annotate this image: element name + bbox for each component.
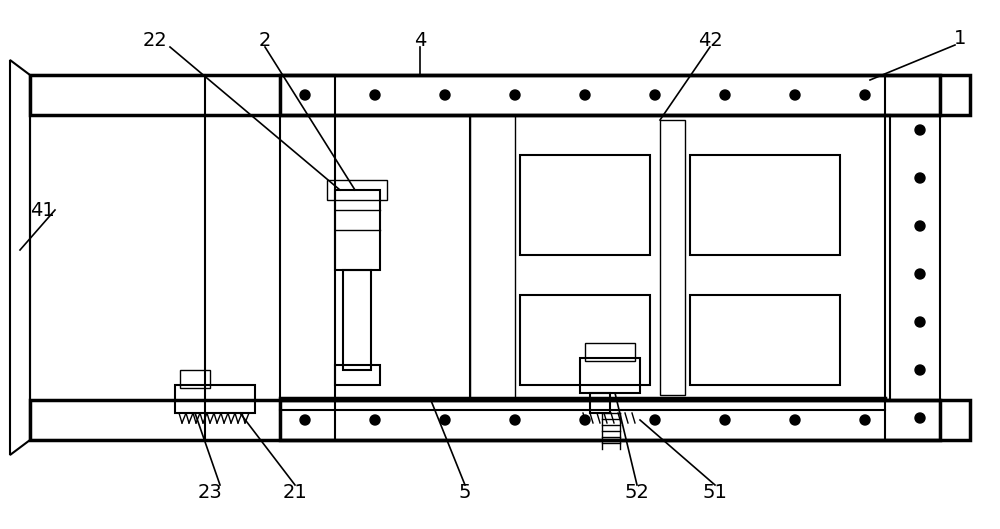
Text: 42: 42	[698, 31, 722, 50]
Bar	[280, 400, 940, 440]
Text: 4: 4	[414, 31, 426, 50]
Circle shape	[510, 415, 520, 425]
Circle shape	[300, 415, 310, 425]
Bar	[470, 115, 890, 400]
Circle shape	[915, 413, 925, 423]
Circle shape	[915, 221, 925, 231]
Circle shape	[915, 269, 925, 279]
Text: 2: 2	[259, 31, 271, 50]
Bar	[690, 295, 840, 385]
Text: 5: 5	[459, 482, 471, 501]
Bar	[343, 270, 371, 370]
Bar	[520, 295, 650, 385]
Circle shape	[580, 415, 590, 425]
Circle shape	[300, 90, 310, 100]
Text: 22: 22	[143, 31, 167, 50]
Bar	[30, 75, 205, 440]
Text: 23: 23	[198, 482, 222, 501]
Bar	[335, 365, 380, 385]
Circle shape	[915, 173, 925, 183]
Circle shape	[370, 415, 380, 425]
Circle shape	[915, 365, 925, 375]
Bar	[335, 190, 380, 270]
Bar	[175, 385, 255, 413]
Circle shape	[440, 90, 450, 100]
Bar	[30, 400, 970, 440]
Circle shape	[860, 90, 870, 100]
Circle shape	[915, 317, 925, 327]
Circle shape	[650, 415, 660, 425]
Bar	[280, 75, 335, 440]
Bar	[885, 75, 940, 440]
Bar	[180, 370, 210, 388]
Text: 1: 1	[954, 29, 966, 48]
Bar	[660, 120, 685, 395]
Circle shape	[790, 90, 800, 100]
Bar	[585, 343, 635, 361]
Circle shape	[790, 415, 800, 425]
Bar	[327, 180, 387, 200]
Circle shape	[720, 415, 730, 425]
Bar	[590, 393, 610, 413]
Circle shape	[720, 90, 730, 100]
Circle shape	[650, 90, 660, 100]
Bar	[580, 358, 640, 393]
Circle shape	[440, 415, 450, 425]
Bar	[690, 155, 840, 255]
Bar	[30, 75, 970, 115]
Circle shape	[860, 415, 870, 425]
Text: 41: 41	[30, 200, 54, 220]
Text: 51: 51	[703, 482, 727, 501]
Text: 52: 52	[625, 482, 649, 501]
Bar	[470, 115, 515, 400]
Circle shape	[510, 90, 520, 100]
Circle shape	[370, 90, 380, 100]
Bar	[520, 155, 650, 255]
Text: 21: 21	[283, 482, 307, 501]
Circle shape	[915, 125, 925, 135]
Circle shape	[580, 90, 590, 100]
Bar	[280, 75, 940, 115]
